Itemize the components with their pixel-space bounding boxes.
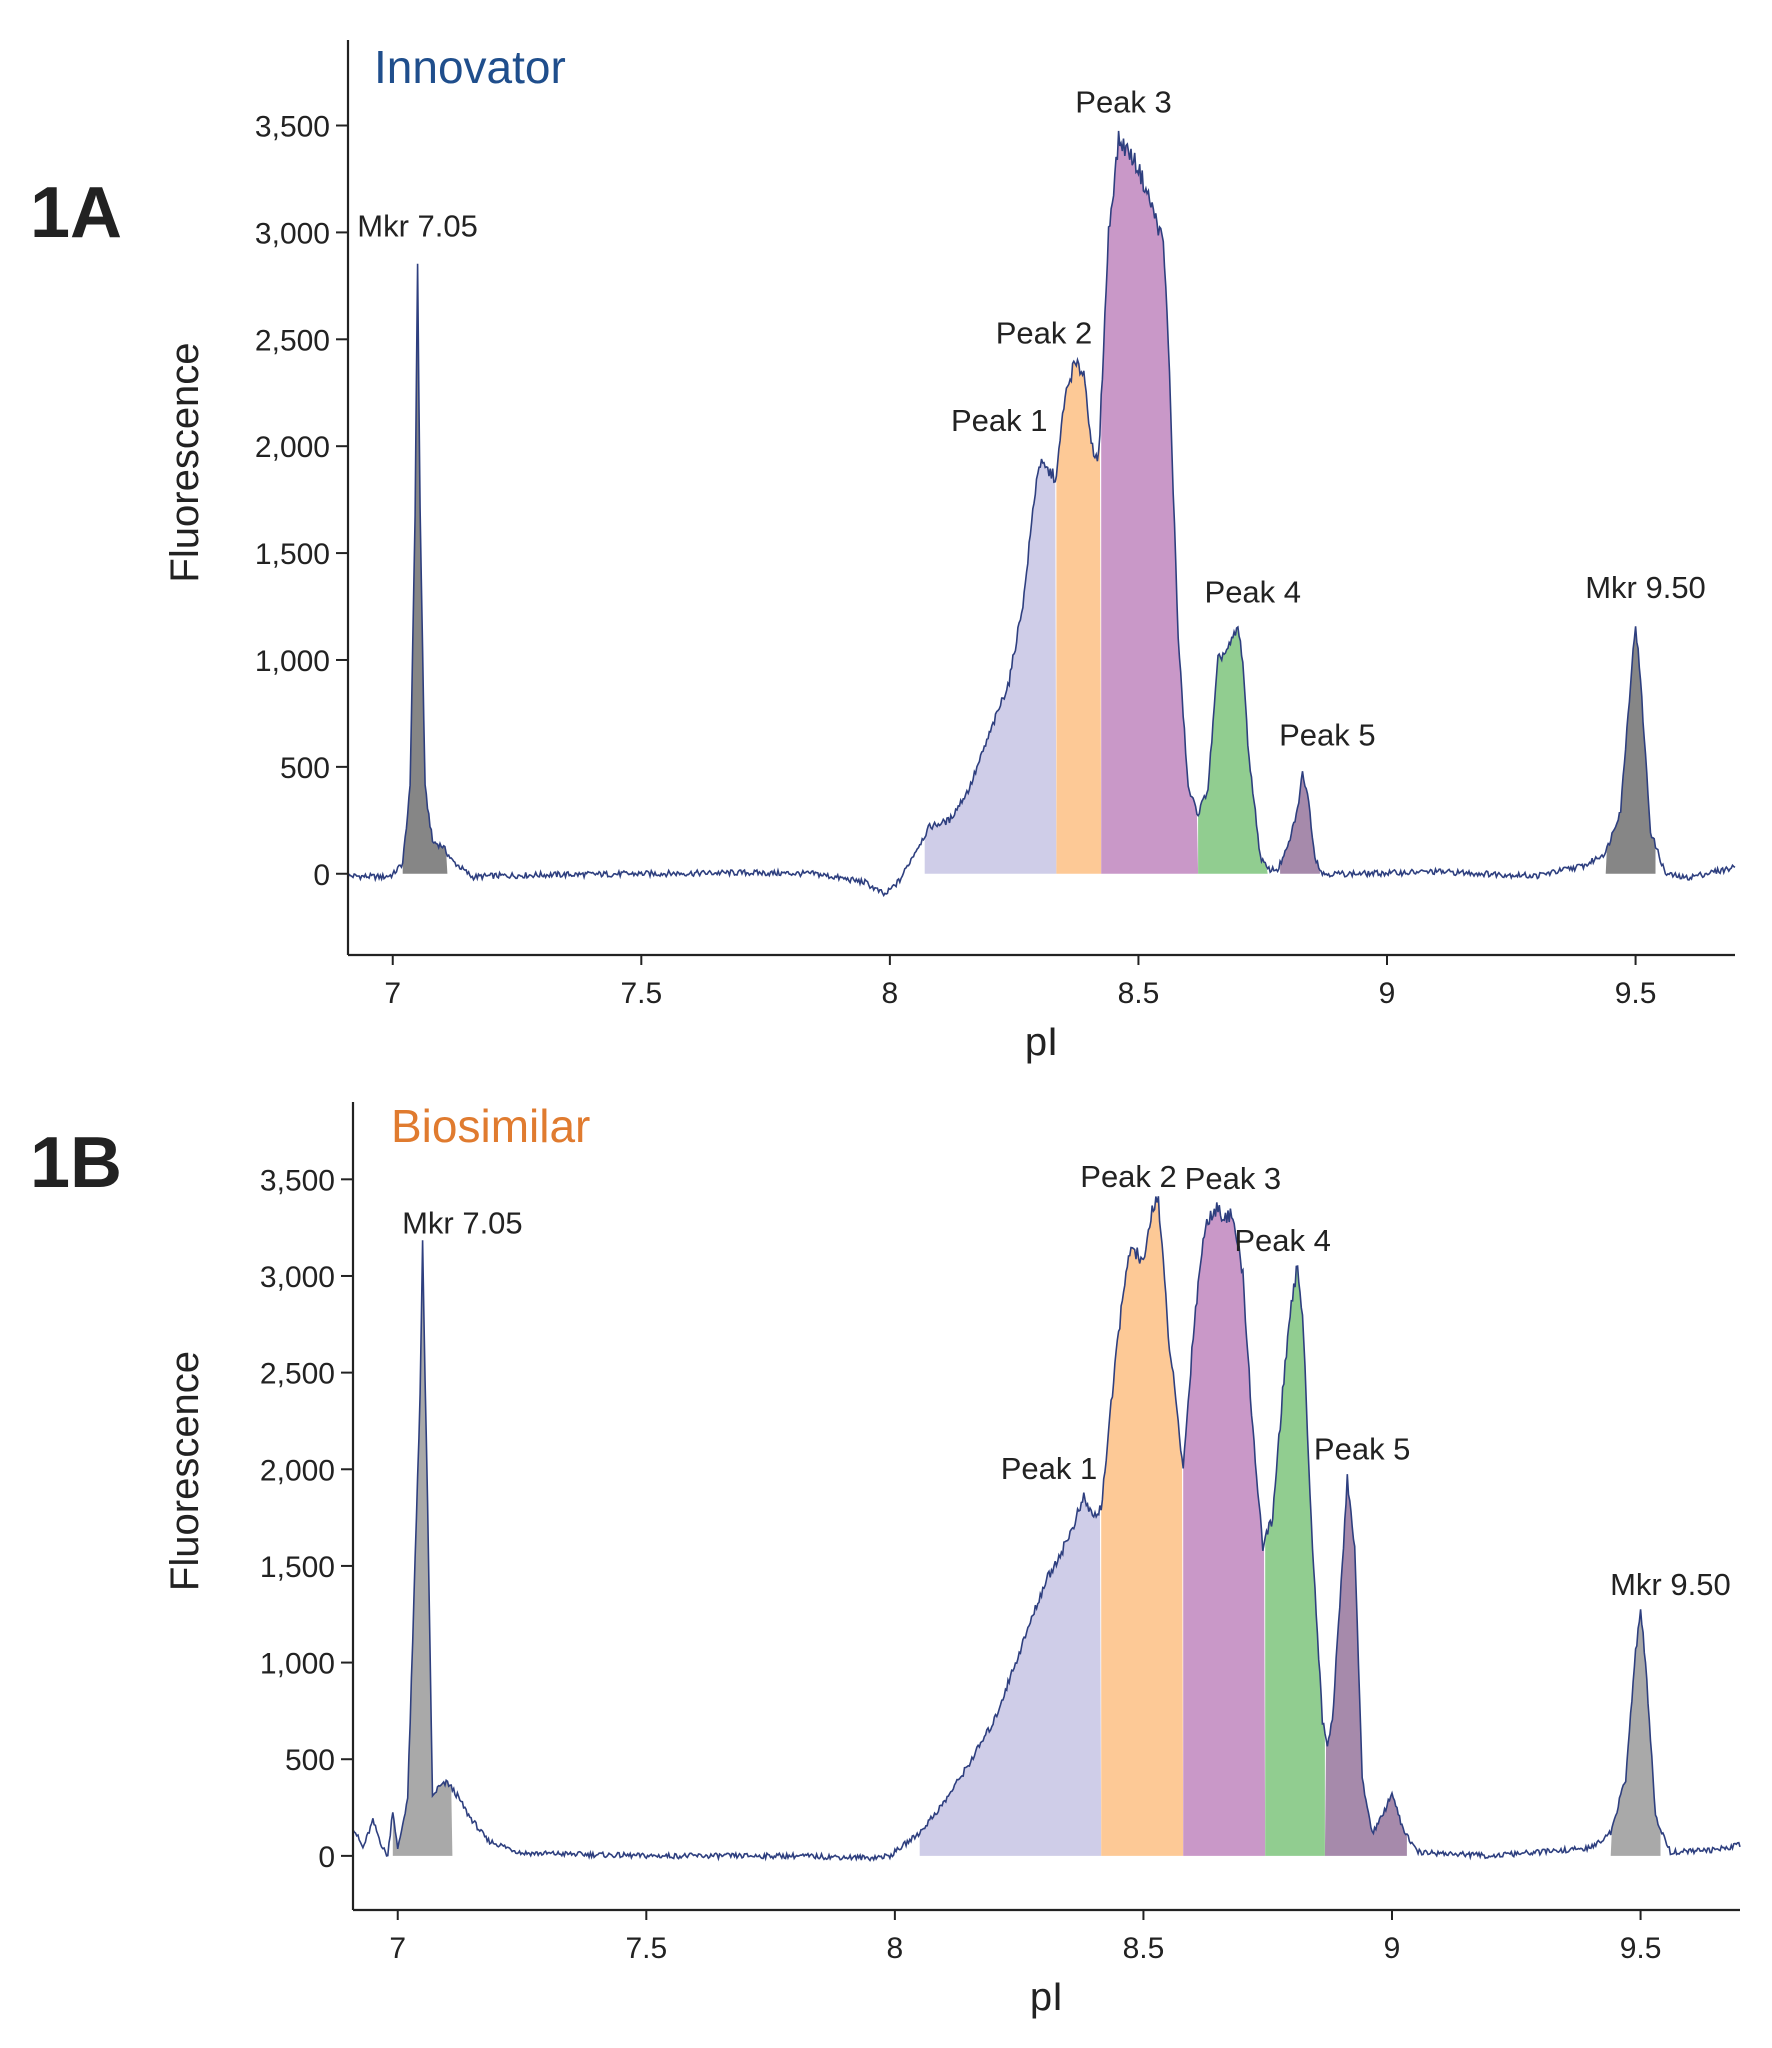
region-peak-2	[1101, 1196, 1184, 1856]
y-tick-label: 2,500	[260, 1358, 335, 1391]
peak-label: Mkr 9.50	[1585, 570, 1706, 605]
y-tick-label: 0	[313, 859, 330, 892]
x-axis-title: pI	[1030, 1975, 1063, 2019]
y-tick-label: 2,000	[260, 1454, 335, 1487]
x-tick-label: 7.5	[620, 977, 662, 1010]
y-axis-title: Fluorescence	[163, 342, 207, 582]
x-tick-label: 9.5	[1620, 1932, 1662, 1965]
y-tick-label: 2,000	[255, 431, 330, 464]
y-tick-label: 1,500	[260, 1551, 335, 1584]
panel-label-1a: 1A	[30, 173, 122, 253]
x-tick-label: 9	[1384, 1932, 1401, 1965]
y-tick-label: 3,500	[260, 1164, 335, 1197]
x-tick-label: 8.5	[1118, 977, 1160, 1010]
peak-label: Mkr 9.50	[1610, 1567, 1731, 1602]
panel-label-1b: 1B	[30, 1123, 122, 1203]
region-mkr-9-50	[1605, 626, 1656, 874]
peak-label: Peak 5	[1279, 717, 1376, 752]
y-tick-label: 500	[280, 752, 330, 785]
x-tick-label: 9.5	[1615, 977, 1657, 1010]
y-tick-label: 500	[285, 1744, 335, 1777]
region-peak-2	[1056, 359, 1102, 874]
region-peak-4	[1265, 1266, 1325, 1856]
x-tick-label: 8	[887, 1932, 904, 1965]
peak-label: Peak 1	[951, 403, 1048, 438]
chart-title: Biosimilar	[391, 1100, 590, 1152]
region-peak-5	[1280, 771, 1320, 874]
y-tick-label: 3,000	[255, 217, 330, 250]
chart-biosimilar: 0 500 1,000 1,500 2,000 2,500 3,000 3,500 7 7.5 8 8…	[163, 1100, 1741, 2019]
y-tick-label: 3,500	[255, 111, 330, 144]
chart-innovator: 0 500 1,000 1,500 2,000 2,500 3,000 3,500 7 7.5 8 8…	[163, 40, 1736, 1064]
region-mkr-7-05	[402, 263, 448, 874]
chart-title: Innovator	[374, 41, 566, 93]
y-tick-label: 2,500	[255, 324, 330, 357]
trace-line	[347, 130, 1736, 898]
peak-label: Peak 4	[1234, 1223, 1331, 1258]
peak-label: Mkr 7.05	[402, 1205, 523, 1240]
trace-line	[352, 1196, 1741, 1862]
region-mkr-7-05	[392, 1240, 453, 1856]
y-tick-label: 1,000	[260, 1648, 335, 1681]
y-tick-label: 1,000	[255, 645, 330, 678]
y-tick-label: 1,500	[255, 538, 330, 571]
peak-label: Peak 3	[1075, 85, 1172, 120]
peak-label: Peak 5	[1314, 1432, 1411, 1467]
y-axis-title: Fluorescence	[163, 1351, 207, 1591]
x-tick-label: 7	[384, 977, 401, 1010]
peak-label: Mkr 7.05	[357, 209, 478, 244]
x-axis-title: pI	[1025, 1020, 1058, 1064]
y-tick-label: 0	[318, 1841, 335, 1874]
region-peak-3	[1183, 1202, 1266, 1856]
x-tick-label: 7.5	[625, 1932, 667, 1965]
region-peak-5	[1324, 1474, 1407, 1856]
x-tick-label: 8	[882, 977, 899, 1010]
peak-label: Peak 2	[996, 316, 1093, 351]
y-tick-label: 3,000	[260, 1261, 335, 1294]
region-mkr-9-50	[1610, 1609, 1661, 1856]
peak-label: Peak 2	[1080, 1159, 1177, 1194]
x-tick-label: 7	[389, 1932, 406, 1965]
peak-label: Peak 4	[1205, 574, 1302, 609]
peak-label: Peak 1	[1001, 1451, 1098, 1486]
region-peak-3	[1101, 130, 1199, 874]
region-peak-1	[924, 459, 1057, 874]
x-tick-label: 8.5	[1123, 1932, 1165, 1965]
peak-label: Peak 3	[1185, 1161, 1282, 1196]
region-peak-1	[919, 1492, 1102, 1856]
x-tick-label: 9	[1379, 977, 1396, 1010]
